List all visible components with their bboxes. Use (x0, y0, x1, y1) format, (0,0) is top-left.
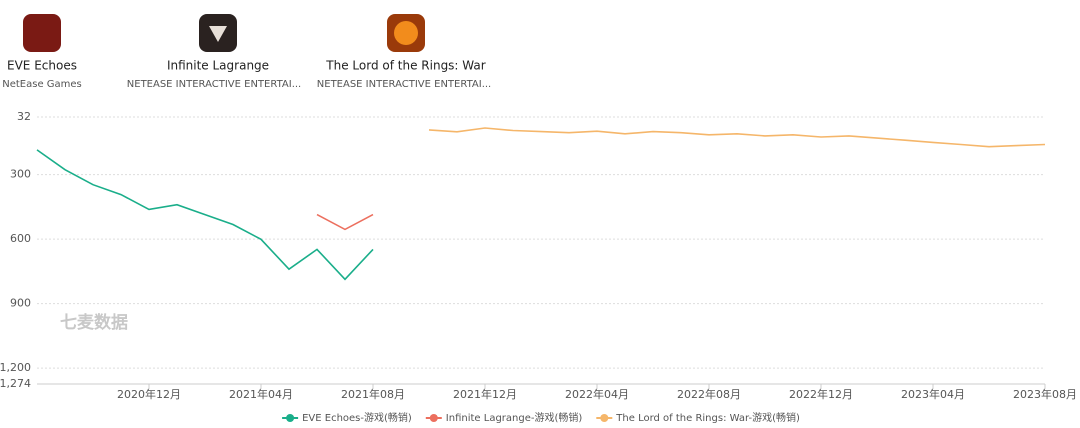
series-line (428, 127, 1046, 148)
x-tick-label: 2023年08月 (1013, 387, 1077, 401)
y-tick-label: 1,200 (0, 361, 31, 374)
app-icon-glyph (209, 26, 227, 42)
legend-swatch[interactable] (286, 414, 295, 422)
y-tick-label: 600 (10, 232, 31, 245)
x-tick-label: 2021年08月 (341, 387, 405, 401)
app-publisher: NETEASE INTERACTIVE ENTERTAI... (127, 79, 301, 90)
legend-swatch[interactable] (600, 414, 609, 422)
series-line (316, 213, 374, 231)
watermark: 七麦数据 (60, 312, 128, 333)
app-name[interactable]: The Lord of the Rings: War (325, 59, 485, 73)
legend-label[interactable]: Infinite Lagrange-游戏(畅销) (446, 411, 583, 424)
legend-label[interactable]: EVE Echoes-游戏(畅销) (302, 411, 412, 424)
x-tick-label: 2021年12月 (453, 387, 517, 401)
x-tick-label: 2020年12月 (117, 387, 181, 401)
x-tick-label: 2022年12月 (789, 387, 853, 401)
app-name[interactable]: Infinite Lagrange (167, 59, 269, 73)
y-tick-label: 32 (17, 110, 31, 123)
x-tick-label: 2021年04月 (229, 387, 293, 401)
app-publisher: NetEase Games (2, 79, 82, 90)
y-tick-label: 1,274 (0, 377, 31, 390)
app-icon[interactable] (23, 14, 61, 52)
app-icon-glyph (394, 21, 418, 45)
series-line (36, 149, 374, 281)
legend-label[interactable]: The Lord of the Rings: War-游戏(畅销) (615, 411, 800, 424)
app-publisher: NETEASE INTERACTIVE ENTERTAI... (317, 79, 491, 90)
x-tick-label: 2022年04月 (565, 387, 629, 401)
app-name[interactable]: EVE Echoes (7, 59, 77, 73)
y-tick-label: 900 (10, 297, 31, 310)
x-tick-label: 2023年04月 (901, 387, 965, 401)
legend-swatch[interactable] (429, 414, 438, 422)
y-tick-label: 300 (10, 168, 31, 181)
x-tick-label: 2022年08月 (677, 387, 741, 401)
